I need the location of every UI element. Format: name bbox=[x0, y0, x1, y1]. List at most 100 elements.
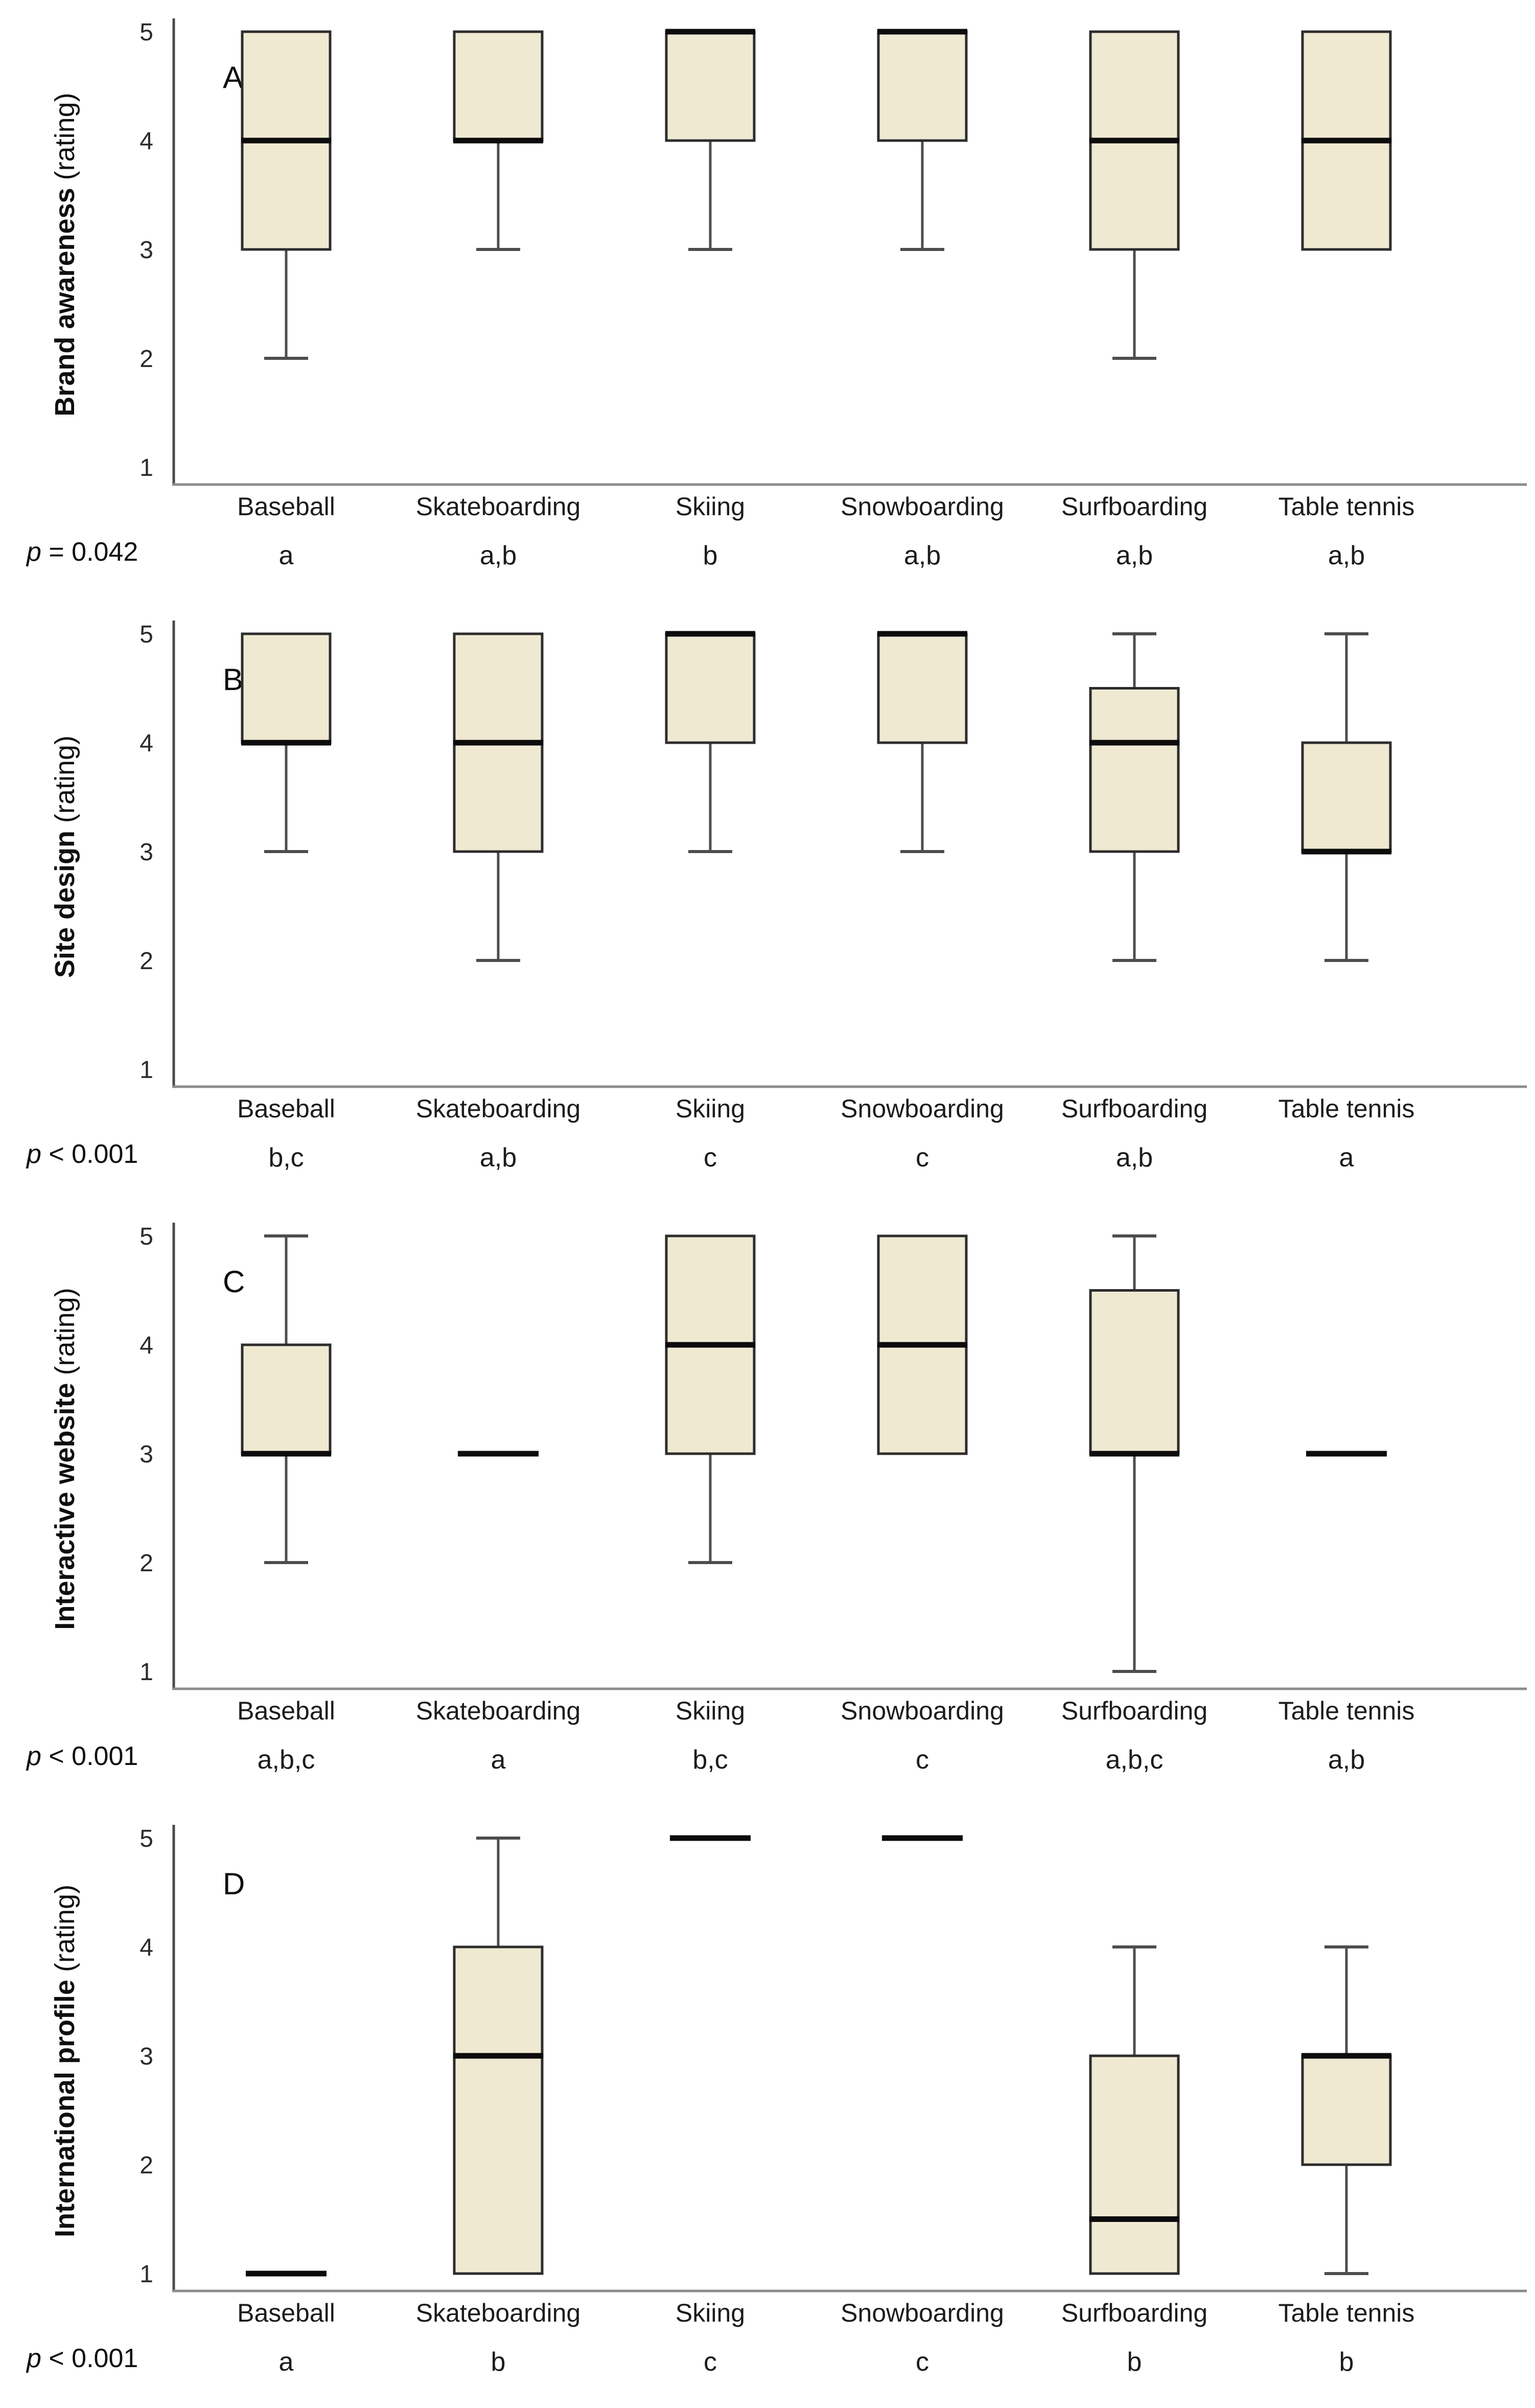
sig-letter-baseball: a,b,c bbox=[258, 1745, 315, 1775]
box-baseball bbox=[241, 1343, 332, 1455]
category-label-skateboarding: Skateboarding bbox=[416, 1696, 580, 1725]
plot-canvas: 5 4 3 2 1 Baseball a Skateboarding a,b Skiing b Sno… bbox=[139, 18, 1527, 570]
box-snowboarding bbox=[877, 30, 968, 142]
sig-letter-table-tennis: a,b bbox=[1328, 1745, 1365, 1775]
sig-letter-skiing: b bbox=[703, 541, 718, 570]
sig-letter-surfboarding: a,b bbox=[1116, 1143, 1153, 1173]
category-label-skiing: Skiing bbox=[676, 1696, 745, 1725]
panel-international-profile: International profile (rating) D p < 0.0… bbox=[0, 1806, 1535, 2408]
panel-letter: C bbox=[223, 1265, 246, 1299]
y-tick-label-5: 5 bbox=[139, 621, 153, 648]
y-tick-label-2: 2 bbox=[139, 1550, 153, 1577]
p-symbol: p bbox=[27, 1741, 41, 1771]
panel-letter: D bbox=[223, 1867, 246, 1901]
category-label-surfboarding: Surfboarding bbox=[1061, 492, 1207, 521]
y-tick-label-2: 2 bbox=[139, 2152, 153, 2179]
y-tick-label-1: 1 bbox=[139, 1057, 153, 1084]
category-label-baseball: Baseball bbox=[237, 1696, 335, 1725]
sig-letter-skateboarding: a,b bbox=[480, 541, 517, 570]
sig-letter-surfboarding: b bbox=[1127, 2347, 1142, 2377]
category-label-surfboarding: Surfboarding bbox=[1061, 1094, 1207, 1123]
p-symbol: p bbox=[27, 2344, 41, 2373]
y-tick-label-5: 5 bbox=[139, 1223, 153, 1250]
category-label-baseball: Baseball bbox=[237, 2299, 335, 2327]
sig-letter-skateboarding: a bbox=[491, 1745, 506, 1775]
panel-interactive-website: Interactive website (rating) C p < 0.001… bbox=[0, 1204, 1535, 1806]
box-snowboarding bbox=[877, 632, 968, 744]
box-surfboarding bbox=[1089, 687, 1180, 853]
sig-letter-snowboarding: c bbox=[916, 1745, 929, 1775]
p-value-label: p < 0.001 bbox=[27, 1743, 138, 1770]
y-tick-label-4: 4 bbox=[139, 730, 153, 757]
category-label-table-tennis: Table tennis bbox=[1278, 2299, 1415, 2327]
box-table-tennis bbox=[1301, 741, 1392, 853]
p-value: < 0.001 bbox=[41, 1139, 138, 1169]
box-baseball bbox=[241, 632, 332, 744]
category-label-skiing: Skiing bbox=[676, 492, 745, 521]
y-tick-label-1: 1 bbox=[139, 454, 153, 481]
sig-letter-baseball: a bbox=[279, 2347, 294, 2377]
sig-letter-skateboarding: b bbox=[491, 2347, 506, 2377]
panel-letter: A bbox=[223, 60, 244, 95]
sig-letter-skiing: b,c bbox=[692, 1745, 728, 1775]
sig-letter-baseball: a bbox=[279, 541, 294, 570]
y-tick-label-5: 5 bbox=[139, 1825, 153, 1852]
category-label-surfboarding: Surfboarding bbox=[1061, 2299, 1207, 2327]
plot-canvas: 54321Baseballb,cSkateboardinga,bSkiingcS… bbox=[139, 621, 1527, 1173]
category-label-baseball: Baseball bbox=[237, 492, 335, 521]
box-surfboarding bbox=[1089, 1289, 1180, 1455]
category-label-skateboarding: Skateboarding bbox=[416, 2299, 580, 2327]
category-label-skateboarding: Skateboarding bbox=[416, 492, 580, 521]
y-tick-label-1: 1 bbox=[139, 1659, 153, 1686]
category-label-table-tennis: Table tennis bbox=[1278, 1094, 1415, 1123]
category-label-skiing: Skiing bbox=[676, 2299, 745, 2327]
box-skiing bbox=[665, 30, 756, 142]
sig-letter-table-tennis: a,b bbox=[1328, 541, 1365, 570]
category-label-snowboarding: Snowboarding bbox=[841, 2299, 1004, 2327]
y-tick-label-3: 3 bbox=[139, 2043, 153, 2070]
box-skiing bbox=[665, 632, 756, 744]
sig-letter-snowboarding: a,b bbox=[904, 541, 941, 570]
y-tick-label-4: 4 bbox=[139, 1332, 153, 1359]
p-symbol: p bbox=[27, 537, 41, 567]
category-label-skateboarding: Skateboarding bbox=[416, 1094, 580, 1123]
category-label-baseball: Baseball bbox=[237, 1094, 335, 1123]
y-tick-label-2: 2 bbox=[139, 346, 153, 373]
panel-site-design: Site design (rating) B p < 0.001 5 4 3 2 1 Ba… bbox=[0, 602, 1535, 1204]
y-tick-label-1: 1 bbox=[139, 2261, 153, 2288]
category-label-surfboarding: Surfboarding bbox=[1061, 1696, 1207, 1725]
category-label-table-tennis: Table tennis bbox=[1278, 1696, 1415, 1725]
sig-letter-snowboarding: c bbox=[916, 2347, 929, 2377]
y-tick-label-4: 4 bbox=[139, 128, 153, 155]
y-tick-label-4: 4 bbox=[139, 1934, 153, 1961]
panel-letter: B bbox=[223, 662, 244, 697]
box-table-tennis bbox=[1301, 2054, 1392, 2166]
sig-letter-surfboarding: a,b,c bbox=[1106, 1745, 1164, 1775]
box-surfboarding bbox=[1089, 2054, 1180, 2275]
plot-canvas: 5 4 3 2 1 Baseball a,b,c Skateboarding a Skiing b,… bbox=[139, 1223, 1527, 1775]
sig-letter-skiing: c bbox=[704, 1143, 717, 1173]
y-tick-label-5: 5 bbox=[139, 19, 153, 46]
category-label-snowboarding: Snowboarding bbox=[841, 1696, 1004, 1725]
sig-letter-skiing: c bbox=[704, 2347, 717, 2377]
p-value: < 0.001 bbox=[41, 1741, 138, 1771]
y-tick-label-3: 3 bbox=[139, 839, 153, 866]
y-tick-label-2: 2 bbox=[139, 948, 153, 975]
y-tick-label-3: 3 bbox=[139, 1441, 153, 1468]
p-value-label: p < 0.001 bbox=[27, 1141, 138, 1167]
sig-letter-snowboarding: c bbox=[916, 1143, 929, 1173]
category-label-table-tennis: Table tennis bbox=[1278, 492, 1415, 521]
p-value-label: p < 0.001 bbox=[27, 2345, 138, 2372]
category-label-snowboarding: Snowboarding bbox=[841, 1094, 1004, 1123]
p-symbol: p bbox=[27, 1139, 41, 1169]
box-skateboarding bbox=[453, 30, 544, 142]
category-label-snowboarding: Snowboarding bbox=[841, 492, 1004, 521]
box-skateboarding bbox=[453, 1945, 544, 2275]
p-value: < 0.001 bbox=[41, 2344, 138, 2373]
category-label-skiing: Skiing bbox=[676, 1094, 745, 1123]
y-tick-label-3: 3 bbox=[139, 237, 153, 264]
sig-letter-baseball: b,c bbox=[268, 1143, 304, 1173]
p-value-label: p = 0.042 bbox=[27, 539, 138, 565]
